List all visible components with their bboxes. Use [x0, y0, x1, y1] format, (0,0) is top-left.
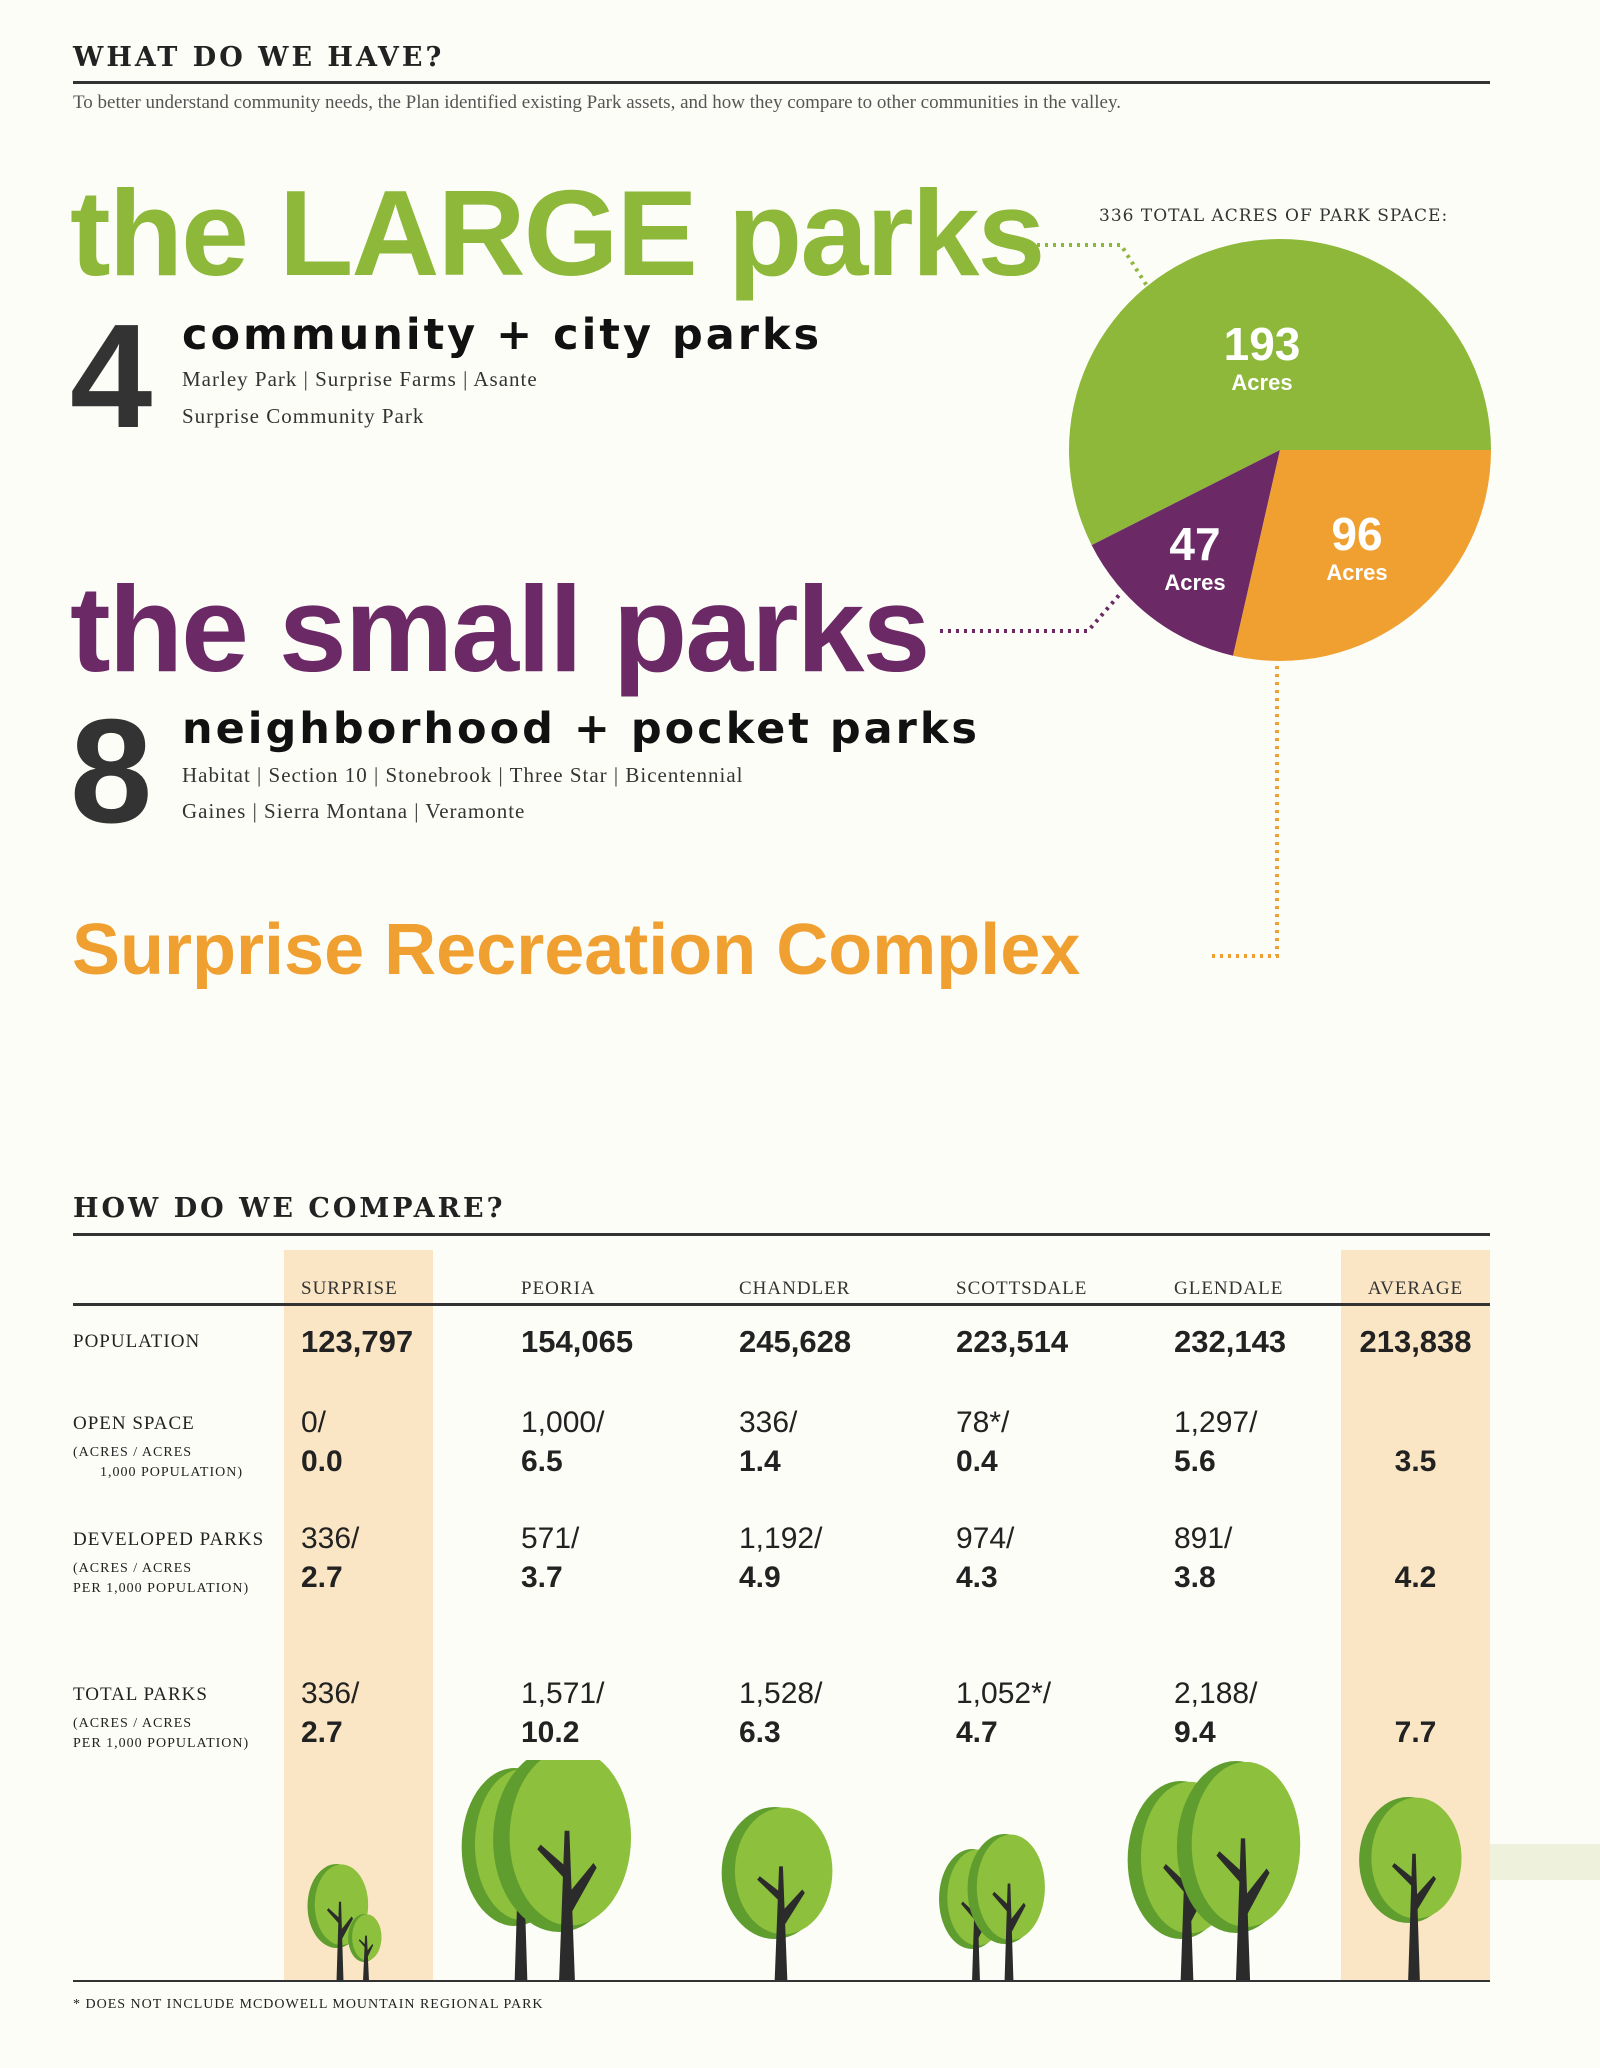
- complex-connector: [1211, 666, 1279, 958]
- tree-icon: [493, 1760, 632, 1981]
- surprise-highlight: [284, 1250, 433, 1981]
- row-sublabel: 1,000 POPULATION): [100, 1465, 243, 1480]
- large-parks-kind: community + city parks: [182, 310, 823, 360]
- pie-unit-large: Acres: [1231, 370, 1292, 395]
- column-header: SCOTTSDALE: [956, 1278, 1088, 1299]
- small-parks-kind: neighborhood + pocket parks: [182, 704, 981, 754]
- recreation-complex-heading: Surprise Recreation Complex: [72, 910, 1081, 990]
- per-1000-value: 2.7: [301, 1561, 343, 1594]
- column-header: GLENDALE: [1174, 1278, 1284, 1299]
- row-label: OPEN SPACE: [73, 1413, 195, 1434]
- per-1000-value: 3.5: [1394, 1445, 1437, 1478]
- column-header: SURPRISE: [301, 1278, 398, 1299]
- tree-icon: [721, 1807, 833, 1981]
- acres-value: 78*/: [956, 1406, 1010, 1439]
- small-parks-list-2: Gaines | Sierra Montana | Veramonte: [182, 799, 526, 823]
- section-title-what: WHAT DO WE HAVE?: [73, 42, 445, 73]
- small-parks-count: 8: [70, 689, 153, 854]
- tree-icon: [1176, 1761, 1301, 1981]
- acres-value: 1,192/: [739, 1522, 823, 1555]
- population-value: 223,514: [956, 1324, 1069, 1359]
- population-value: 123,797: [301, 1324, 414, 1359]
- pie-value-small: 47: [1169, 518, 1220, 570]
- divider: [73, 81, 1490, 84]
- row-sublabel: (ACRES / ACRES: [73, 1716, 193, 1731]
- tree-icon: [348, 1914, 382, 1981]
- pie-slice-large: [1069, 239, 1491, 546]
- population-value: 232,143: [1174, 1324, 1287, 1359]
- footnote: * DOES NOT INCLUDE MCDOWELL MOUNTAIN REG…: [73, 1997, 544, 2012]
- acres-value: 336/: [301, 1522, 360, 1555]
- acres-value: 571/: [521, 1522, 580, 1555]
- small-parks-list-1: Habitat | Section 10 | Stonebrook | Thre…: [182, 763, 744, 787]
- per-1000-value: 3.7: [521, 1561, 563, 1594]
- tree-icon: [1359, 1797, 1462, 1981]
- large-parks-list-2: Surprise Community Park: [182, 404, 425, 428]
- acres-value: 1,000/: [521, 1406, 605, 1439]
- per-1000-value: 10.2: [521, 1716, 580, 1749]
- row-label: POPULATION: [73, 1331, 201, 1352]
- row-label: DEVELOPED PARKS: [73, 1529, 265, 1550]
- large-parks-count: 4: [70, 294, 153, 459]
- row-sublabel: (ACRES / ACRES: [73, 1445, 193, 1460]
- per-1000-value: 4.3: [956, 1561, 998, 1594]
- acres-value: 336/: [301, 1677, 360, 1710]
- row-sublabel: PER 1,000 POPULATION): [73, 1736, 250, 1751]
- acres-value: 1,297/: [1174, 1406, 1258, 1439]
- row-label: TOTAL PARKS: [73, 1684, 208, 1705]
- small-parks-heading: the small parks: [70, 561, 930, 697]
- trees-illustration: [307, 1760, 1600, 1981]
- pie-unit-small: Acres: [1164, 570, 1225, 595]
- large-parks-connector: [1029, 243, 1149, 288]
- table-bottom-rule: [73, 1980, 1490, 1982]
- acres-value: 336/: [739, 1406, 798, 1439]
- acres-value: 1,528/: [739, 1677, 823, 1710]
- row-sublabel: PER 1,000 POPULATION): [73, 1581, 250, 1596]
- per-1000-value: 7.7: [1394, 1716, 1437, 1749]
- per-1000-value: 4.7: [956, 1716, 998, 1749]
- per-1000-value: 3.8: [1174, 1561, 1216, 1594]
- pie-slice-complex: [1233, 450, 1491, 661]
- side-strip: [1490, 1844, 1600, 1880]
- pie-slice-small: [1091, 450, 1280, 656]
- pie-title: 336 TOTAL ACRES OF PARK SPACE:: [1099, 206, 1449, 226]
- divider: [73, 1233, 1490, 1236]
- row-sublabel: (ACRES / ACRES: [73, 1561, 193, 1576]
- pie-value-complex: 96: [1331, 508, 1382, 560]
- acres-value: 891/: [1174, 1522, 1233, 1555]
- tree-icon: [967, 1834, 1045, 1981]
- per-1000-value: 1.4: [739, 1445, 781, 1478]
- per-1000-value: 0.4: [956, 1445, 998, 1478]
- large-parks-list-1: Marley Park | Surprise Farms | Asante: [182, 367, 538, 391]
- column-header: CHANDLER: [739, 1278, 851, 1299]
- per-1000-value: 6.5: [521, 1445, 563, 1478]
- large-parks-heading: the LARGE parks: [70, 165, 1045, 301]
- population-value: 213,838: [1359, 1324, 1472, 1359]
- acres-value: 974/: [956, 1522, 1015, 1555]
- population-value: 245,628: [739, 1324, 852, 1359]
- acres-value: 1,052*/: [956, 1677, 1052, 1710]
- per-1000-value: 9.4: [1174, 1716, 1216, 1749]
- section-title-compare: HOW DO WE COMPARE?: [73, 1193, 506, 1224]
- column-header: AVERAGE: [1367, 1278, 1464, 1299]
- column-header: PEORIA: [521, 1278, 596, 1299]
- per-1000-value: 4.9: [739, 1561, 781, 1594]
- per-1000-value: 2.7: [301, 1716, 343, 1749]
- acres-value: 0/: [301, 1406, 327, 1439]
- per-1000-value: 5.6: [1174, 1445, 1216, 1478]
- per-1000-value: 4.2: [1394, 1561, 1437, 1594]
- pie-unit-complex: Acres: [1326, 560, 1387, 585]
- acres-value: 2,188/: [1174, 1677, 1258, 1710]
- small-parks-connector: [940, 592, 1122, 633]
- population-value: 154,065: [521, 1324, 634, 1359]
- per-1000-value: 6.3: [739, 1716, 781, 1749]
- pie-slices: [1069, 239, 1491, 661]
- pie-value-large: 193: [1224, 318, 1301, 370]
- table-header-rule: [73, 1303, 1490, 1306]
- per-1000-value: 0.0: [301, 1445, 343, 1478]
- acres-value: 1,571/: [521, 1677, 605, 1710]
- section-subtitle: To better understand community needs, th…: [73, 92, 1121, 113]
